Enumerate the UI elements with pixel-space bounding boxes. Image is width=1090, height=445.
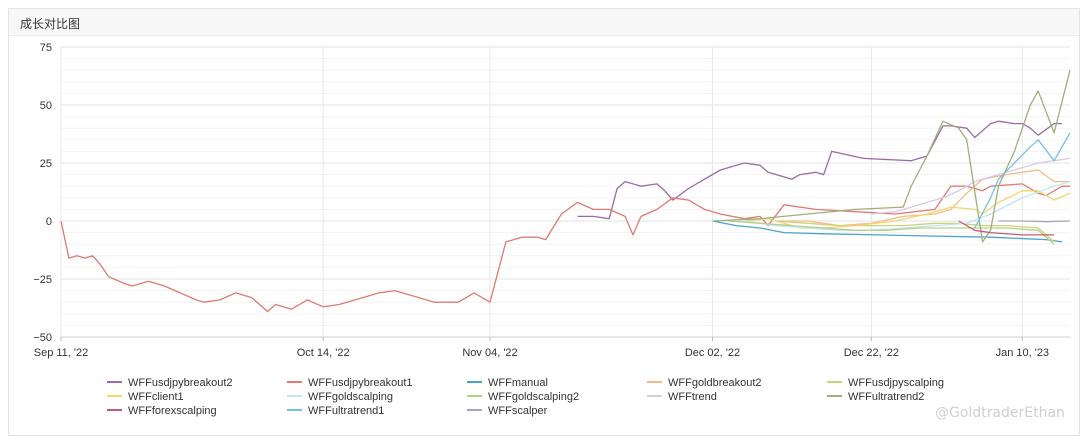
legend-label: WFFusdjpybreakout1 bbox=[308, 377, 413, 389]
grid-lines bbox=[60, 46, 1070, 338]
chart-card: 成长对比图 bbox=[8, 8, 1080, 436]
x-tick-label: Jan 10, '23 bbox=[996, 347, 1049, 359]
card-title: 成长对比图 bbox=[20, 17, 81, 31]
y-axis: 75 50 25 0 −25 −50 bbox=[33, 42, 52, 344]
legend-item[interactable]: WFFmanual bbox=[467, 377, 548, 389]
x-tick-label: Nov 04, '22 bbox=[462, 347, 517, 359]
series-line-wffmanual[interactable] bbox=[712, 220, 1063, 243]
card-header bbox=[9, 9, 1079, 36]
legend-item[interactable]: WFFgoldscalping bbox=[287, 391, 393, 403]
legend-label: WFFusdjpyscalping bbox=[848, 377, 944, 389]
watermark: @GoldtraderEthan bbox=[935, 405, 1065, 421]
series-line-wffultratrend2[interactable] bbox=[712, 70, 1071, 243]
legend-item[interactable]: WFFclient1 bbox=[107, 391, 184, 403]
legend-item[interactable]: WFFgoldscalping2 bbox=[467, 391, 579, 403]
y-tick-label: 50 bbox=[40, 100, 52, 112]
legend-item[interactable]: WFFscalper bbox=[467, 405, 548, 417]
series-line-wffscalper[interactable] bbox=[998, 220, 1071, 223]
legend-label: WFFultratrend1 bbox=[308, 405, 384, 417]
legend-label: WFFtrend bbox=[668, 391, 717, 403]
y-tick-label: 25 bbox=[40, 158, 52, 170]
y-tick-label: 75 bbox=[40, 42, 52, 54]
legend-label: WFFscalper bbox=[488, 405, 548, 417]
x-tick-label: Oct 14, '22 bbox=[297, 347, 350, 359]
legend-label: WFFgoldbreakout2 bbox=[668, 377, 762, 389]
series-line-wffusdjpyscalping[interactable] bbox=[775, 220, 1055, 243]
legend-item[interactable]: WFFultratrend1 bbox=[287, 405, 384, 417]
legend-item[interactable]: WFFtrend bbox=[647, 391, 717, 403]
legend-item[interactable]: WFFgoldbreakout2 bbox=[647, 377, 762, 389]
y-tick-label: −25 bbox=[33, 274, 52, 286]
y-tick-label: −50 bbox=[33, 332, 52, 344]
series-line-wffultratrend1[interactable] bbox=[974, 132, 1071, 229]
series-line-wffforexscalping[interactable] bbox=[958, 220, 1055, 236]
legend-item[interactable]: WFFusdjpyscalping bbox=[827, 377, 944, 389]
legend-item[interactable]: WFFforexscalping bbox=[107, 405, 217, 417]
legend-label: WFFgoldscalping bbox=[308, 391, 393, 403]
series-line-wffusdjpybreakout2[interactable] bbox=[577, 120, 1063, 220]
legend: WFFusdjpybreakout2 WFFusdjpybreakout1 WFFm… bbox=[107, 377, 944, 417]
series-line-wffgoldscalping[interactable] bbox=[744, 180, 1071, 231]
series-line-wffgoldscalping2[interactable] bbox=[728, 220, 1055, 245]
y-tick-label: 0 bbox=[46, 216, 52, 228]
x-tick-label: Dec 02, '22 bbox=[685, 347, 740, 359]
legend-label: WFFultratrend2 bbox=[848, 391, 924, 403]
legend-label: WFFmanual bbox=[488, 377, 548, 389]
x-tick-label: Sep 11, '22 bbox=[34, 347, 89, 359]
legend-label: WFFforexscalping bbox=[128, 405, 217, 417]
legend-item[interactable]: WFFusdjpybreakout2 bbox=[107, 377, 233, 389]
legend-label: WFFgoldscalping2 bbox=[488, 391, 579, 403]
legend-item[interactable]: WFFultratrend2 bbox=[827, 391, 924, 403]
legend-label: WFFclient1 bbox=[128, 391, 184, 403]
series-line-wfftrend[interactable] bbox=[871, 157, 1071, 215]
series-line-wffusdjpybreakout1[interactable] bbox=[60, 183, 1070, 313]
x-axis: Sep 11, '22 Oct 14, '22 Nov 04, '22 Dec 02,… bbox=[34, 337, 1049, 359]
legend-item[interactable]: WFFusdjpybreakout1 bbox=[287, 377, 413, 389]
legend-label: WFFusdjpybreakout2 bbox=[128, 377, 233, 389]
series-lines bbox=[60, 70, 1071, 313]
x-tick-label: Dec 22, '22 bbox=[844, 347, 899, 359]
